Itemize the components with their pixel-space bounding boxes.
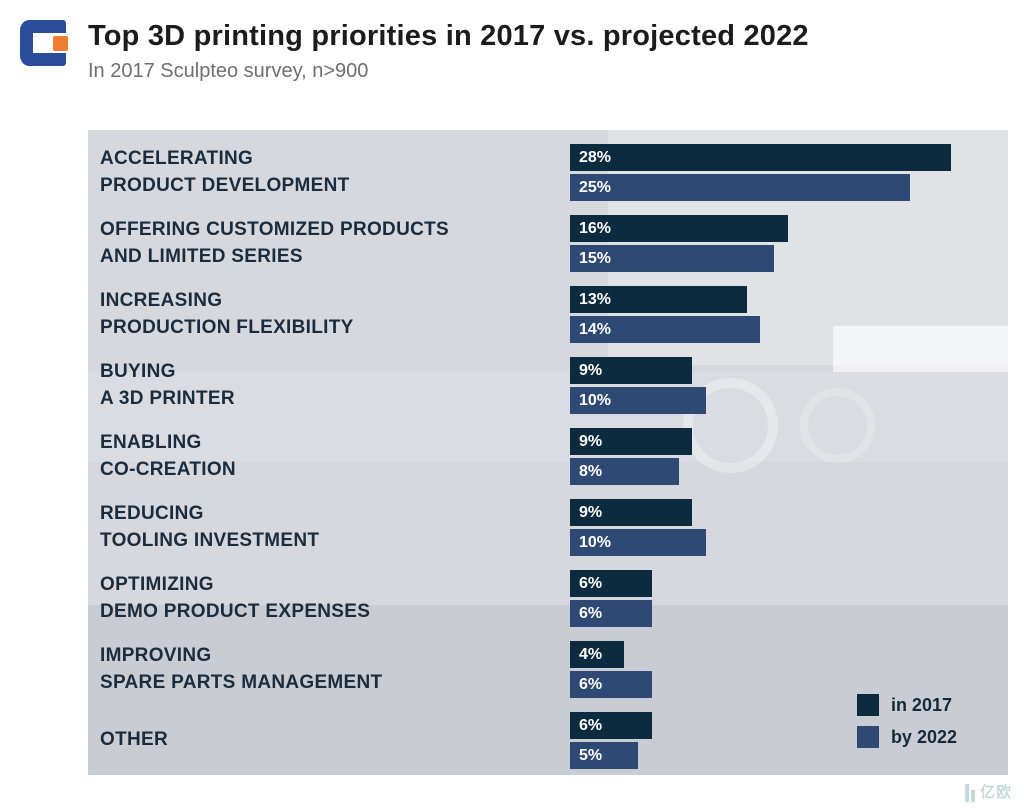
- bar-group: 9% 10%: [570, 499, 1008, 556]
- bar-value-label: 15%: [579, 249, 612, 267]
- chart-row: BUYING A 3D PRINTER 9% 10%: [100, 357, 1008, 414]
- bar-group: 6% 6%: [570, 570, 1008, 627]
- page-subtitle: In 2017 Sculpteo survey, n>900: [88, 60, 369, 82]
- bar-value-label: 10%: [579, 391, 612, 409]
- bar-value-label: 16%: [579, 219, 612, 237]
- bar-2022: 5%: [570, 742, 638, 769]
- bar-2022: 6%: [570, 600, 652, 627]
- chart-row: ACCELERATING PRODUCT DEVELOPMENT 28% 25%: [100, 144, 1008, 201]
- header: Top 3D printing priorities in 2017 vs. p…: [20, 14, 809, 83]
- bar-value-label: 6%: [579, 675, 603, 693]
- bar-value-label: 10%: [579, 533, 612, 551]
- bar-2017: 9%: [570, 499, 693, 526]
- category-label: ACCELERATING PRODUCT DEVELOPMENT: [100, 148, 350, 196]
- bar-2022: 14%: [570, 316, 761, 343]
- bar-value-label: 25%: [579, 178, 612, 196]
- legend-swatch-2022: [856, 726, 879, 748]
- chart-row: ENABLING CO-CREATION 9% 8%: [100, 428, 1008, 485]
- legend-item-2017: in 2017: [856, 694, 957, 716]
- chart-panel: ACCELERATING PRODUCT DEVELOPMENT 28% 25% OFF…: [88, 130, 1008, 775]
- bar-value-label: 4%: [579, 645, 603, 663]
- bar-group: 28% 25%: [570, 144, 1008, 201]
- bar-2017: 9%: [570, 357, 693, 384]
- category-label: ENABLING CO-CREATION: [100, 432, 236, 480]
- bar-2022: 8%: [570, 458, 679, 485]
- category-label: INCREASING PRODUCTION FLEXIBILITY: [100, 290, 354, 338]
- brand-logo: [20, 20, 70, 68]
- bar-2017: 4%: [570, 641, 625, 668]
- bar-2017: 13%: [570, 286, 747, 313]
- page-title: Top 3D printing priorities in 2017 vs. p…: [88, 20, 809, 52]
- bar-2022: 10%: [570, 387, 706, 414]
- logo-c-shape-icon: [20, 20, 66, 66]
- bar-group: 9% 8%: [570, 428, 1008, 485]
- bar-group: 4% 6%: [570, 641, 1008, 698]
- bar-2022: 25%: [570, 174, 910, 201]
- chart-legend: in 2017 by 2022: [856, 694, 957, 748]
- bar-2017: 6%: [570, 570, 652, 597]
- bar-2022: 6%: [570, 671, 652, 698]
- chart-row: REDUCING TOOLING INVESTMENT 9% 10%: [100, 499, 1008, 556]
- category-label: REDUCING TOOLING INVESTMENT: [100, 503, 320, 551]
- bar-group: 6% 5%: [570, 712, 1008, 769]
- category-label: OTHER: [100, 729, 168, 751]
- bar-value-label: 6%: [579, 604, 603, 622]
- chart-row: IMPROVING SPARE PARTS MANAGEMENT 4% 6%: [100, 641, 1008, 698]
- chart-row: OTHER 6% 5%: [100, 712, 1008, 769]
- bar-group: 9% 10%: [570, 357, 1008, 414]
- bar-2017: 28%: [570, 144, 951, 171]
- category-label: OFFERING CUSTOMIZED PRODUCTS AND LIMITED …: [100, 219, 449, 267]
- bar-value-label: 6%: [579, 716, 603, 734]
- category-label: BUYING A 3D PRINTER: [100, 361, 235, 409]
- bar-group: 13% 14%: [570, 286, 1008, 343]
- bar-2017: 16%: [570, 215, 788, 242]
- legend-label-2017: in 2017: [890, 694, 952, 715]
- bar-value-label: 9%: [579, 432, 603, 450]
- bar-value-label: 28%: [579, 148, 612, 166]
- chart-rows: ACCELERATING PRODUCT DEVELOPMENT 28% 25% OFF…: [88, 130, 1008, 769]
- watermark-text: 亿欧: [979, 784, 1012, 801]
- legend-item-2022: by 2022: [856, 726, 957, 748]
- watermark-logo-icon: [964, 784, 975, 802]
- chart-row: OFFERING CUSTOMIZED PRODUCTS AND LIMITED …: [100, 215, 1008, 272]
- bar-value-label: 5%: [579, 746, 603, 764]
- chart-row: OPTIMIZING DEMO PRODUCT EXPENSES 6% 6%: [100, 570, 1008, 627]
- chart-row: INCREASING PRODUCTION FLEXIBILITY 13% 14%: [100, 286, 1008, 343]
- bar-group: 16% 15%: [570, 215, 1008, 272]
- bar-2022: 10%: [570, 529, 706, 556]
- category-label: OPTIMIZING DEMO PRODUCT EXPENSES: [100, 574, 371, 622]
- legend-swatch-2017: [856, 694, 879, 716]
- category-label: IMPROVING SPARE PARTS MANAGEMENT: [100, 645, 383, 693]
- bar-2022: 15%: [570, 245, 774, 272]
- bar-value-label: 13%: [579, 290, 612, 308]
- logo-orange-square-icon: [53, 36, 68, 51]
- bar-value-label: 6%: [579, 574, 603, 592]
- bar-value-label: 9%: [579, 361, 603, 379]
- bar-value-label: 9%: [579, 503, 603, 521]
- watermark: 亿欧: [964, 781, 1012, 802]
- bar-value-label: 14%: [579, 320, 612, 338]
- bar-2017: 9%: [570, 428, 693, 455]
- title-block: Top 3D printing priorities in 2017 vs. p…: [88, 14, 809, 83]
- legend-label-2022: by 2022: [890, 726, 957, 747]
- bar-value-label: 8%: [579, 462, 603, 480]
- bar-2017: 6%: [570, 712, 652, 739]
